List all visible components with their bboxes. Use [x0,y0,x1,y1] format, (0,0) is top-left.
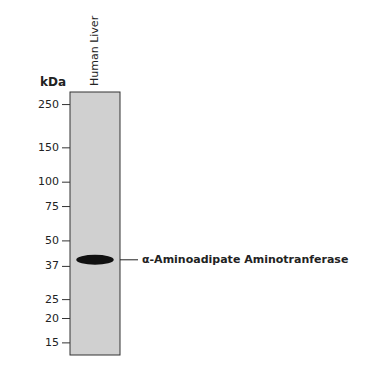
tick-mark [62,318,70,319]
tick-mark [62,206,70,207]
bands [76,255,114,265]
tick-label: 250 [38,98,59,111]
gel-lane [70,92,120,355]
chart-svg: 250 150 100 75 50 37 25 20 15 kDa Human Liver α-Ami… [0,0,375,375]
tick-mark [62,299,70,300]
tick-label: 25 [45,293,59,306]
tick-label: 75 [45,200,59,213]
tick-mark [62,342,70,343]
tick-label: 20 [45,312,59,325]
annotation: α-Aminoadipate Aminotranferase [142,253,348,266]
tick-label: 150 [38,141,59,154]
tick-label: 37 [45,259,59,272]
tick-mark [62,266,70,267]
axis-label: kDa [40,75,66,89]
tick-mark [62,240,70,241]
lane-label: Human Liver [88,15,101,86]
chart-container: 250 150 100 75 50 37 25 20 15 kDa Human Liver α-Ami… [0,0,375,375]
tick-mark [62,104,70,105]
band [76,255,114,265]
tick-label: 15 [45,336,59,349]
tick-label: 100 [38,175,59,188]
tick-mark [62,182,70,183]
tick-label: 50 [45,234,59,247]
tick-mark [62,147,70,148]
y-axis: 250 150 100 75 50 37 25 20 15 [38,98,70,349]
annotation-line [120,259,138,260]
